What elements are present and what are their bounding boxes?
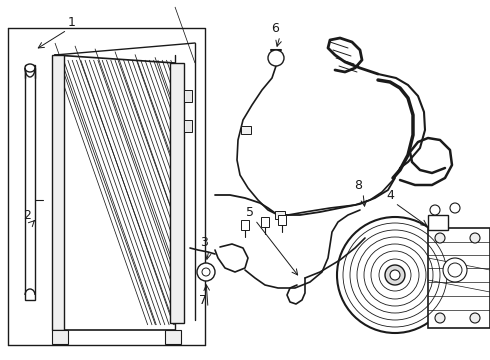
Circle shape <box>268 50 284 66</box>
Text: 4: 4 <box>386 189 394 202</box>
Text: 2: 2 <box>23 208 31 221</box>
Circle shape <box>450 203 460 213</box>
Circle shape <box>197 263 215 281</box>
Bar <box>261 217 269 227</box>
Bar <box>184 120 192 132</box>
Bar <box>184 90 192 102</box>
Bar <box>275 211 285 219</box>
Circle shape <box>470 313 480 323</box>
Circle shape <box>470 233 480 243</box>
Text: 6: 6 <box>271 22 279 35</box>
Bar <box>428 215 448 230</box>
Bar <box>170 63 184 323</box>
Ellipse shape <box>25 64 35 72</box>
Bar <box>428 228 490 328</box>
Bar <box>165 330 181 344</box>
Circle shape <box>202 268 210 276</box>
Circle shape <box>435 313 445 323</box>
Circle shape <box>385 265 405 285</box>
Bar <box>52 330 68 344</box>
Text: 7: 7 <box>199 293 207 306</box>
Circle shape <box>448 263 462 277</box>
Bar <box>241 126 251 134</box>
Circle shape <box>435 233 445 243</box>
Bar <box>278 215 286 225</box>
Circle shape <box>443 258 467 282</box>
Circle shape <box>390 270 400 280</box>
Text: 1: 1 <box>68 15 76 28</box>
Circle shape <box>337 217 453 333</box>
Circle shape <box>430 205 440 215</box>
Bar <box>25 65 35 300</box>
Text: 8: 8 <box>354 179 362 192</box>
Bar <box>52 55 64 330</box>
Bar <box>241 220 249 230</box>
Bar <box>55 55 175 330</box>
Text: 5: 5 <box>246 206 254 219</box>
Text: 3: 3 <box>200 235 208 248</box>
